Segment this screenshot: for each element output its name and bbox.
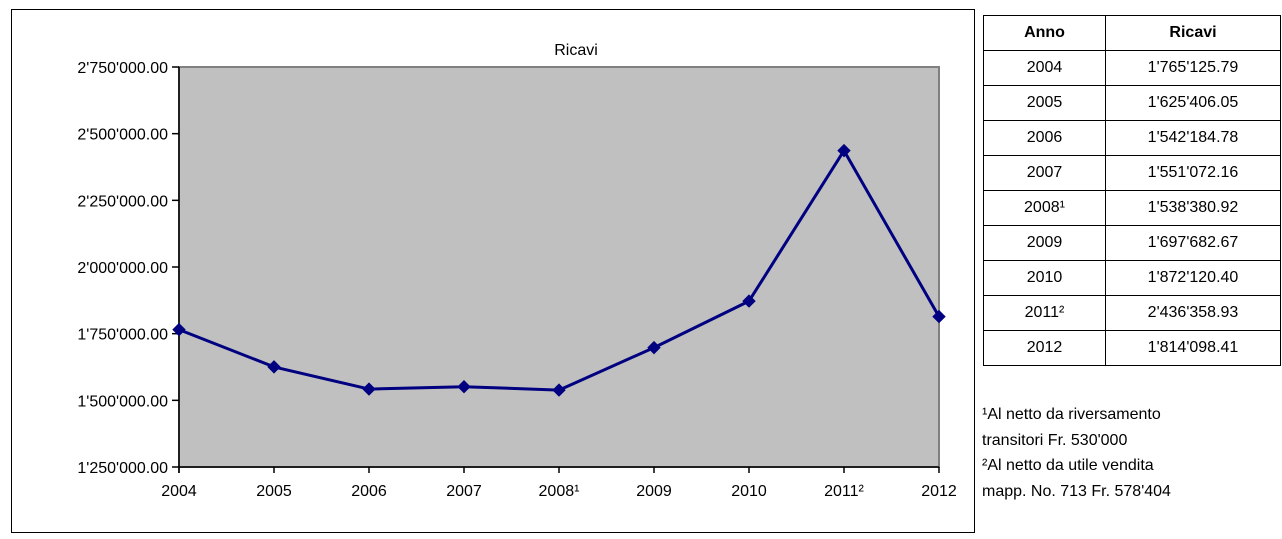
cell-anno: 2011² [983,295,1106,331]
footnote-1-line-1: ¹Al netto da riversamento [982,406,1161,423]
x-tick-label: 2007 [446,483,482,500]
plot-area [178,66,940,468]
x-tick-label: 2012 [921,483,957,500]
table-row: 2005 1'625'406.05 [983,85,1281,121]
header-anno: Anno [983,15,1106,51]
table-row: 2008¹ 1'538'380.92 [983,190,1281,226]
footnote-2-line-1: ²Al netto da utile vendita [982,457,1154,474]
cell-ricavi: 2'436'358.93 [1105,295,1281,331]
x-tick-label: 2011² [824,483,864,500]
x-tick-label: 2005 [256,483,292,500]
cell-anno: 2012 [983,330,1106,366]
footnote-1-line-2: transitori Fr. 530'000 [982,431,1128,449]
y-tick-label: 1'500'000.00 [77,393,168,410]
footnotes: ¹Al netto da riversamento transitori Fr.… [982,402,1171,504]
y-tick-label: 2'500'000.00 [77,127,168,144]
table-row: 2009 1'697'682.67 [983,225,1281,261]
cell-anno: 2009 [983,225,1106,261]
data-point-marker [552,383,566,397]
table-header-row: Anno Ricavi [983,15,1281,51]
cell-ricavi: 1'765'125.79 [1105,50,1281,86]
cell-ricavi: 1'872'120.40 [1105,260,1281,296]
footnote-2-line-2: mapp. No. 713 Fr. 578'404 [982,482,1171,500]
cell-anno: 2007 [983,155,1106,191]
cell-ricavi: 1'542'184.78 [1105,120,1281,156]
table-row: 2010 1'872'120.40 [983,260,1281,296]
cell-anno: 2006 [983,120,1106,156]
cell-anno: 2008¹ [983,190,1106,226]
data-point-marker [647,340,661,355]
table-row: 2012 1'814'098.41 [983,330,1281,366]
y-tick-label: 1'750'000.00 [77,327,168,344]
data-point-marker [267,360,281,374]
data-point-marker [457,380,471,394]
x-tick-label: 2010 [731,483,767,500]
table-row: 2006 1'542'184.78 [983,120,1281,156]
table-row: 2007 1'551'072.16 [983,155,1281,191]
x-tick-label: 2004 [161,483,197,500]
cell-ricavi: 1'625'406.05 [1105,85,1281,121]
data-point-marker [742,294,756,308]
y-tick-label: 1'250'000.00 [77,460,168,477]
cell-anno: 2005 [983,85,1106,121]
cell-ricavi: 1'697'682.67 [1105,225,1281,261]
cell-ricavi: 1'551'072.16 [1105,155,1281,191]
revenue-table: Anno Ricavi 2004 1'765'125.79 2005 1'625… [983,15,1281,366]
x-tick-label: 2009 [636,483,672,500]
x-tick-label: 2006 [351,483,387,500]
chart-title: Ricavi [554,42,598,59]
cell-anno: 2010 [983,260,1106,296]
cell-ricavi: 1'814'098.41 [1105,330,1281,366]
table-row: 2011² 2'436'358.93 [983,295,1281,331]
data-point-marker [172,322,186,337]
y-tick-label: 2'750'000.00 [77,60,168,77]
header-ricavi: Ricavi [1105,15,1281,51]
data-point-marker [837,143,851,158]
table-row: 2004 1'765'125.79 [983,50,1281,86]
y-tick-label: 2'250'000.00 [77,193,168,210]
data-point-marker [362,382,376,396]
chart-container: Ricavi 1'250'000.00 1'500'000.00 1'750'000.… [11,9,975,533]
cell-anno: 2004 [983,50,1106,86]
data-point-marker [932,309,946,324]
cell-ricavi: 1'538'380.92 [1105,190,1281,226]
y-tick-label: 2'000'000.00 [77,260,168,277]
line-chart: Ricavi 1'250'000.00 1'500'000.00 1'750'000.… [77,42,957,500]
x-tick-label: 2008¹ [539,483,580,500]
